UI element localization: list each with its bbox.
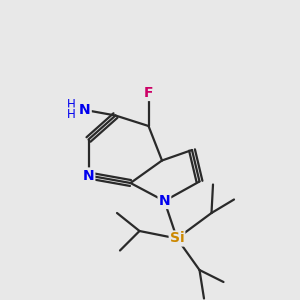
Text: H: H <box>67 108 76 122</box>
Text: N: N <box>79 103 91 116</box>
Text: F: F <box>144 86 153 100</box>
Text: Si: Si <box>170 232 184 245</box>
Text: H: H <box>67 98 76 111</box>
Text: N: N <box>83 169 94 182</box>
Text: N: N <box>159 194 170 208</box>
